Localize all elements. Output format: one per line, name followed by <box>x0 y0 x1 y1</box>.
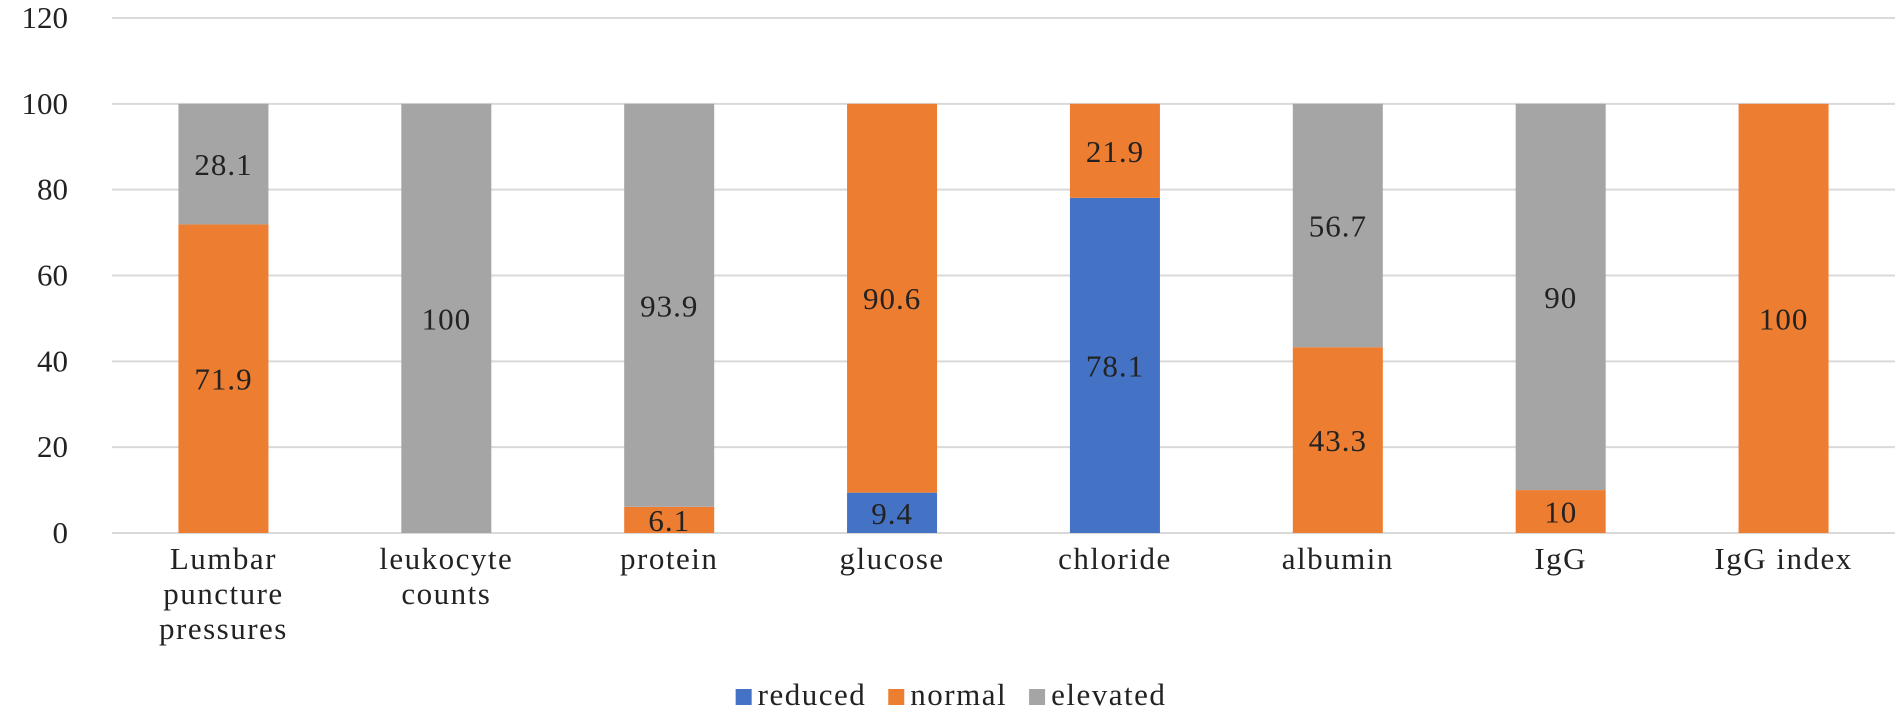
bar-normal <box>1515 490 1606 533</box>
legend-label: normal <box>910 677 1007 712</box>
data-label-normal: 10 <box>1544 495 1577 530</box>
bar-normal <box>1738 103 1829 533</box>
bar-elevated <box>624 103 715 507</box>
data-label-normal: 100 <box>1759 301 1809 336</box>
x-category-label: glucose <box>839 541 944 576</box>
legend-swatch <box>735 689 752 705</box>
legend-label: elevated <box>1051 677 1166 712</box>
data-label-normal: 21.9 <box>1086 134 1144 169</box>
x-category-label: IgG index <box>1714 541 1852 576</box>
y-tick-label: 0 <box>53 515 69 550</box>
data-labels: 71.9 28.1 100 6.1 93.9 9.4 90.6 78.1 21.9 43.3 56.… <box>194 134 1809 538</box>
y-tick-label: 80 <box>37 172 68 207</box>
bars <box>178 103 1829 533</box>
bar-normal <box>1069 103 1160 198</box>
legend-item-elevated: elevated <box>1029 677 1166 712</box>
x-category-label: puncture <box>163 576 283 611</box>
gridlines <box>112 17 1895 534</box>
data-label-elevated: 93.9 <box>640 288 698 323</box>
x-category-label: leukocyte <box>379 541 513 576</box>
data-label-normal: 90.6 <box>863 281 921 316</box>
data-label-normal: 43.3 <box>1309 423 1367 458</box>
data-label-elevated: 100 <box>422 301 472 336</box>
y-tick-label: 60 <box>37 258 68 293</box>
data-label-normal: 6.1 <box>648 503 690 538</box>
x-category-label: protein <box>620 541 718 576</box>
data-label-normal: 71.9 <box>194 362 252 397</box>
x-category-label: Lumbar <box>170 541 277 576</box>
legend-label: reduced <box>758 677 867 712</box>
legend-swatch <box>1029 689 1046 705</box>
y-tick-label: 20 <box>37 429 68 464</box>
bar-elevated <box>401 103 492 533</box>
bar-elevated <box>178 103 269 225</box>
y-tick-label: 120 <box>22 0 69 35</box>
bar-elevated <box>1515 103 1606 491</box>
legend: reduced normal elevated <box>735 677 1166 712</box>
x-category-label: counts <box>401 576 491 611</box>
y-tick-label: 40 <box>37 343 68 378</box>
bar-normal <box>624 506 715 533</box>
bar-reduced <box>847 492 938 533</box>
x-category-label: IgG <box>1534 541 1587 576</box>
bar-normal <box>178 224 269 533</box>
legend-item-normal: normal <box>888 677 1007 712</box>
bar-elevated <box>1292 103 1383 348</box>
x-category-label: chloride <box>1058 541 1172 576</box>
y-tick-label: 100 <box>22 86 69 121</box>
data-label-reduced: 78.1 <box>1086 348 1144 383</box>
data-label-elevated: 28.1 <box>194 147 252 182</box>
bar-normal <box>847 103 938 493</box>
data-label-reduced: 9.4 <box>871 496 913 531</box>
bar-reduced <box>1069 197 1160 533</box>
x-category-label: albumin <box>1282 541 1394 576</box>
bar-normal <box>1292 347 1383 533</box>
data-label-elevated: 56.7 <box>1309 209 1367 244</box>
y-axis-tick-labels: 0 20 40 60 80 100 120 <box>22 0 69 550</box>
data-label-elevated: 90 <box>1544 280 1577 315</box>
x-category-label: pressures <box>159 611 288 646</box>
legend-item-reduced: reduced <box>735 677 867 712</box>
legend-swatch <box>888 689 905 705</box>
